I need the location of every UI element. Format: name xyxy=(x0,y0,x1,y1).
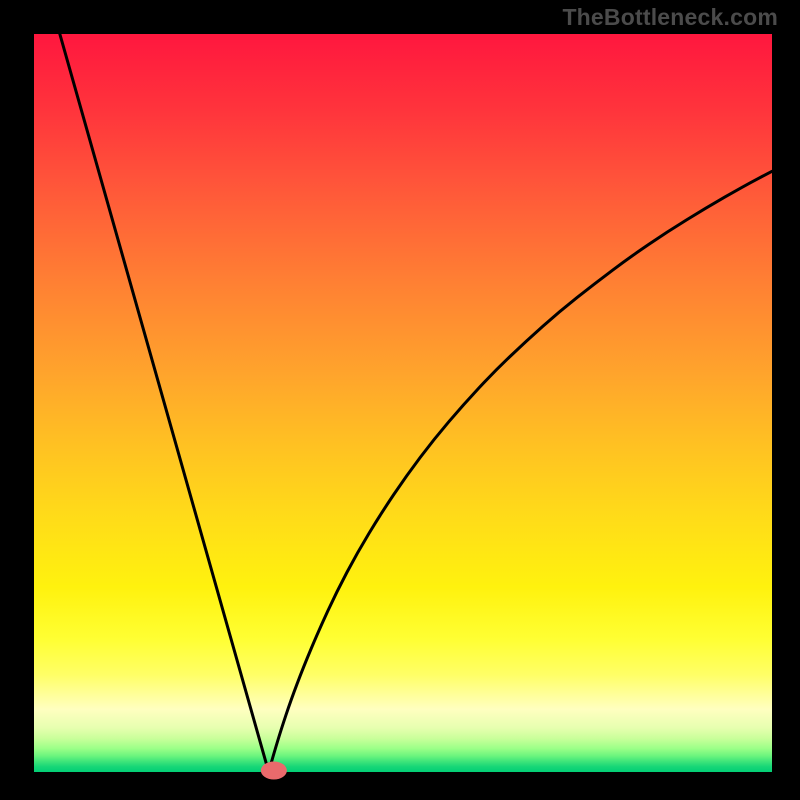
chart-canvas: TheBottleneck.com xyxy=(0,0,800,800)
plot-area-gradient xyxy=(34,34,772,772)
watermark-text: TheBottleneck.com xyxy=(562,4,778,31)
chart-svg xyxy=(0,0,800,800)
minimum-marker xyxy=(261,762,287,780)
